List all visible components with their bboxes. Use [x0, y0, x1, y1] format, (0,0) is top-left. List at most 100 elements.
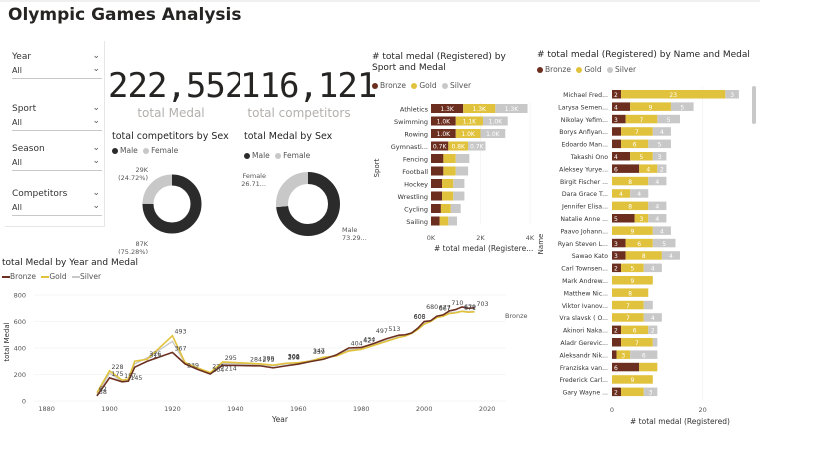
category-label: Frederick Carl... [559, 377, 608, 384]
chevron-down-icon[interactable]: ⌄ [92, 201, 100, 211]
data-label: 8 [642, 253, 646, 260]
data-label: 7 [635, 340, 639, 347]
data-label: 326 [149, 351, 161, 358]
legend-swatch-male [112, 148, 118, 154]
x-tick-label: 2K [476, 234, 485, 242]
bar-gold [621, 338, 653, 347]
kpi-value: 116,121 [240, 66, 377, 106]
legend-label: Silver [450, 81, 472, 90]
data-label: 513 [388, 326, 400, 333]
legend-label: Silver [80, 272, 102, 281]
kpi-value: 222,552 [108, 66, 245, 106]
data-label: 3 [614, 253, 618, 260]
data-label: 157 [124, 373, 136, 380]
data-label: 214 [225, 366, 237, 373]
x-tick-label: 4K [526, 234, 535, 242]
chevron-down-icon[interactable]: ⌄ [92, 103, 100, 113]
x-tick-label: 0 [610, 406, 614, 414]
legend-label: Gold [419, 81, 437, 90]
kpi-card-total-competitors: 116,121 total competitors [240, 52, 377, 124]
bar-gold [630, 102, 671, 111]
bar-gold [455, 116, 483, 126]
slicer-sport-dropdown[interactable]: All ⌄ [12, 116, 102, 131]
bar-bronze [431, 104, 464, 113]
chevron-down-icon[interactable]: ⌄ [92, 143, 100, 153]
data-label: 5 [667, 117, 671, 124]
category-label: Wrestling [398, 193, 428, 201]
name-chart-scrollbar[interactable] [752, 86, 756, 124]
category-label: Paavo Johann... [560, 228, 608, 235]
chart-title: total Medal by Year and Medal [2, 258, 138, 268]
bar-gold [612, 201, 649, 211]
y-axis-label: total Medal [3, 322, 11, 361]
data-label: 0.7K [433, 144, 448, 151]
category-label: Michael Fred... [563, 92, 608, 99]
category-label: Rowing [404, 131, 428, 139]
bar-silver [661, 251, 680, 260]
bar-silver [468, 141, 486, 151]
data-label: 3 [640, 216, 644, 223]
bar-chart-medal-by-sport: Athletics 1.3K 1.3K 1.3K Swimming 1.0K 1.1K 1.0… [373, 102, 535, 253]
legend-label: Gold [584, 65, 602, 74]
header-rule [0, 0, 760, 2]
bar-gold [612, 300, 644, 310]
bar-silver [495, 104, 528, 113]
slicer-year[interactable]: Year ⌄ All ⌄ [12, 51, 102, 79]
donut-chart-competitors-by-sex: 87K (75.28%) 29K (24.72%) [118, 166, 202, 254]
bar-silver [648, 325, 658, 335]
bar-silver [725, 90, 739, 99]
kpi-label: total Medal [137, 106, 205, 120]
y-axis-label: Name [537, 234, 545, 255]
x-axis-label: # total medal (Registered) [630, 417, 730, 426]
data-label: Female 26.71... [241, 172, 266, 188]
data-label: 4 [655, 216, 659, 223]
chart-legend: Bronze Gold Silver [372, 81, 532, 90]
x-tick-label: 1880 [38, 405, 55, 413]
bar-bronze [431, 191, 443, 201]
data-label: 339 [313, 349, 325, 356]
bar-gold [612, 375, 653, 384]
slicer-season[interactable]: Season ⌄ All ⌄ [12, 143, 102, 171]
slicer-year-dropdown[interactable]: All ⌄ [12, 64, 102, 79]
bar-silver [652, 152, 667, 161]
bar-gold [612, 288, 649, 297]
category-label: Larysa Semen... [558, 104, 608, 111]
chevron-down-icon[interactable]: ⌄ [92, 64, 100, 74]
data-label: 4 [619, 191, 623, 198]
data-label: 427 [363, 337, 375, 344]
bar-bronze [612, 90, 622, 99]
slicer-sport[interactable]: Sport ⌄ All ⌄ [12, 103, 102, 131]
chart-title: total competitors by Sex [112, 131, 229, 142]
slicer-sport-value: All [12, 118, 22, 127]
x-tick-label: 1940 [227, 405, 244, 413]
x-tick-label: 1900 [101, 405, 118, 413]
x-tick-label: 0K [427, 234, 436, 242]
chevron-down-icon[interactable]: ⌄ [92, 188, 100, 198]
slicer-competitors[interactable]: Competitors ⌄ All ⌄ [12, 188, 102, 216]
data-label: 8 [628, 204, 632, 211]
data-label: 4 [655, 179, 659, 186]
bar-gold [621, 127, 653, 136]
slicer-competitors-value: All [12, 203, 22, 212]
bar-bronze [431, 179, 443, 188]
x-tick-label: 2020 [479, 405, 496, 413]
category-label: Sawao Kato [572, 253, 608, 260]
y-tick-label: 0 [22, 398, 26, 406]
bar-silver [455, 166, 469, 176]
slicer-sport-label: Sport [12, 104, 37, 114]
bar-gold [440, 204, 451, 213]
data-label: 302 [288, 354, 300, 361]
bar-bronze [612, 114, 626, 124]
bar-gold [621, 263, 644, 273]
legend-swatch-silver [607, 67, 613, 73]
bar-gold [455, 129, 481, 138]
data-label: 5 [614, 216, 618, 223]
data-label: 434 [363, 336, 375, 343]
slicer-competitors-label: Competitors [12, 189, 68, 199]
slicer-competitors-dropdown[interactable]: All ⌄ [12, 201, 102, 216]
chevron-down-icon[interactable]: ⌄ [92, 156, 100, 166]
slicer-season-dropdown[interactable]: All ⌄ [12, 156, 102, 171]
chevron-down-icon[interactable]: ⌄ [92, 51, 100, 61]
chevron-down-icon[interactable]: ⌄ [92, 116, 100, 126]
data-label: 608 [414, 313, 426, 320]
